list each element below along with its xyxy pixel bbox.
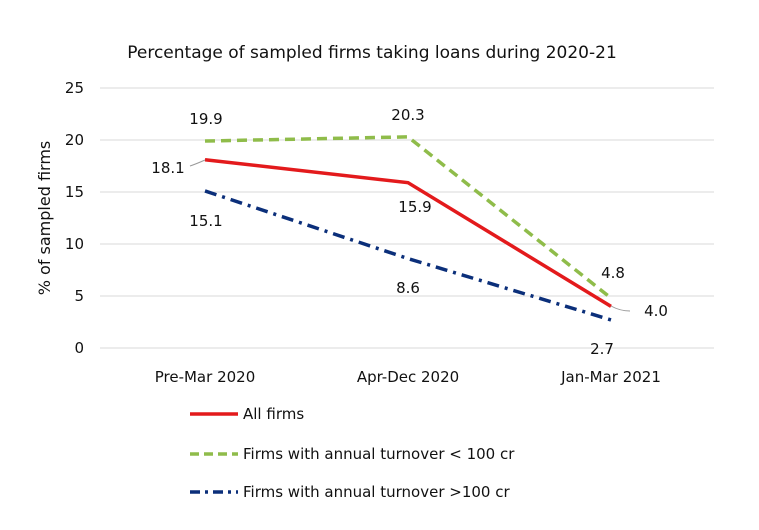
y-tick-label: 0	[74, 339, 84, 357]
data-label: 18.1	[151, 159, 184, 177]
data-label: 15.9	[398, 198, 431, 216]
series-lines	[204, 135, 613, 322]
leader-line	[610, 305, 631, 312]
data-label: 15.1	[189, 212, 222, 230]
y-tick-label: 20	[65, 131, 84, 149]
y-axis-ticks: 0 5 10 15 20 25	[65, 79, 84, 357]
y-tick-label: 10	[65, 235, 84, 253]
series-line	[204, 158, 612, 308]
data-label: 4.0	[644, 302, 668, 320]
y-tick-label: 15	[65, 183, 84, 201]
legend: All firms Firms with annual turnover < 10…	[190, 405, 515, 501]
y-axis-label: % of sampled firms	[35, 141, 54, 296]
data-label: 4.8	[601, 264, 625, 282]
leader-line	[189, 159, 206, 167]
data-label: 19.9	[189, 110, 222, 128]
data-label: 8.6	[396, 279, 420, 297]
series-line	[204, 189, 612, 322]
x-tick-label: Jan-Mar 2021	[560, 368, 661, 386]
series-line	[204, 135, 613, 300]
data-label: 20.3	[391, 106, 424, 124]
legend-entry: All firms	[243, 405, 304, 423]
y-tick-label: 25	[65, 79, 84, 97]
x-axis-ticks: Pre-Mar 2020 Apr-Dec 2020 Jan-Mar 2021	[155, 368, 661, 386]
legend-entry: Firms with annual turnover >100 cr	[243, 483, 510, 501]
x-tick-label: Apr-Dec 2020	[357, 368, 459, 386]
chart-title: Percentage of sampled firms taking loans…	[127, 43, 617, 63]
legend-entry: Firms with annual turnover < 100 cr	[243, 445, 515, 463]
y-tick-label: 5	[74, 287, 84, 305]
data-labels: 18.1 15.9 4.0 19.9 20.3 4.8 15.1 8.6 2.7	[151, 106, 668, 358]
x-tick-label: Pre-Mar 2020	[155, 368, 256, 386]
data-label: 2.7	[590, 340, 614, 358]
gridlines	[100, 87, 714, 349]
